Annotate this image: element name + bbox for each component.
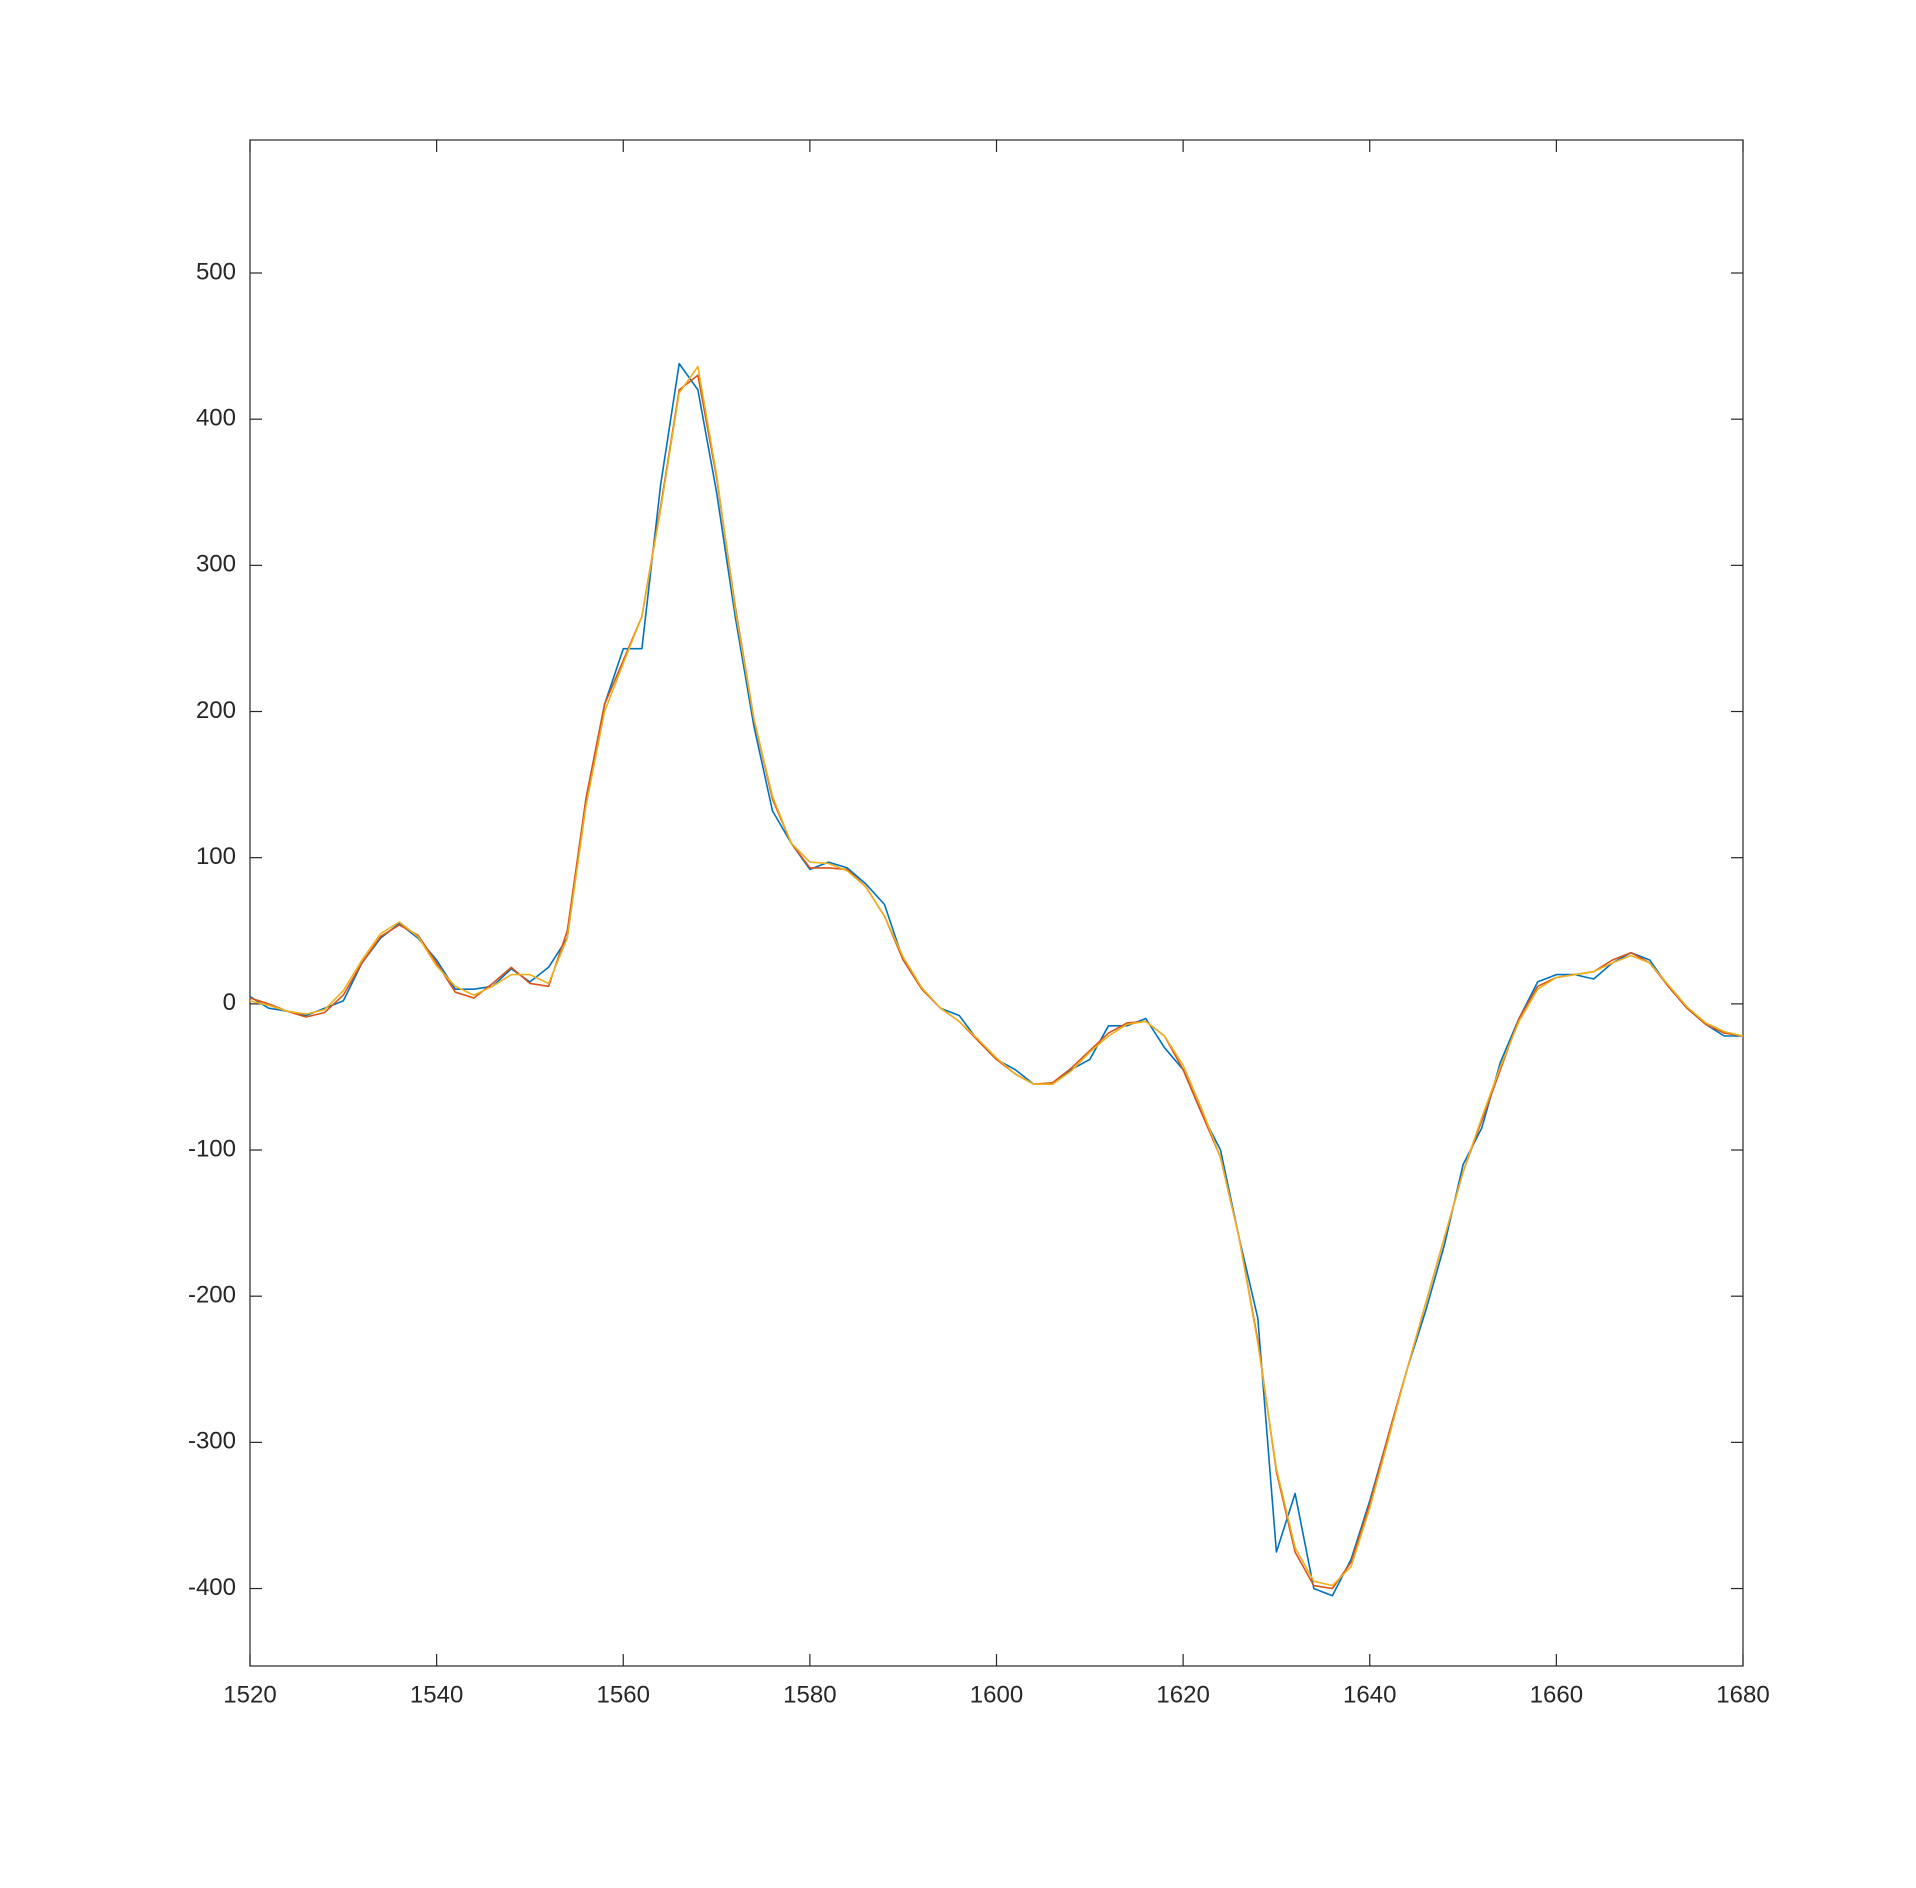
data-line [249, 374, 1744, 1590]
x-tick-label: 1520 [223, 1681, 276, 1708]
data-line [249, 365, 1744, 1587]
y-tick-label: 500 [196, 258, 236, 285]
y-tick-label: -400 [188, 1574, 236, 1601]
x-tick-label: 1640 [1343, 1681, 1396, 1708]
x-tick-label: 1620 [1156, 1681, 1209, 1708]
y-tick-label: 400 [196, 405, 236, 432]
x-tick-label: 1540 [410, 1681, 463, 1708]
x-tick-label: 1680 [1716, 1681, 1769, 1708]
y-tick-label: 200 [196, 697, 236, 724]
y-tick-label: 300 [196, 551, 236, 578]
y-tick-label: 100 [196, 843, 236, 870]
x-tick-label: 1660 [1530, 1681, 1583, 1708]
plot-area [249, 139, 1744, 1667]
y-tick-label: -200 [188, 1282, 236, 1309]
x-tick-label: 1580 [783, 1681, 836, 1708]
x-tick-label: 1600 [970, 1681, 1023, 1708]
y-tick-label: -100 [188, 1135, 236, 1162]
x-tick-label: 1560 [597, 1681, 650, 1708]
y-tick-label: -300 [188, 1428, 236, 1455]
y-tick-label: 0 [223, 989, 236, 1016]
